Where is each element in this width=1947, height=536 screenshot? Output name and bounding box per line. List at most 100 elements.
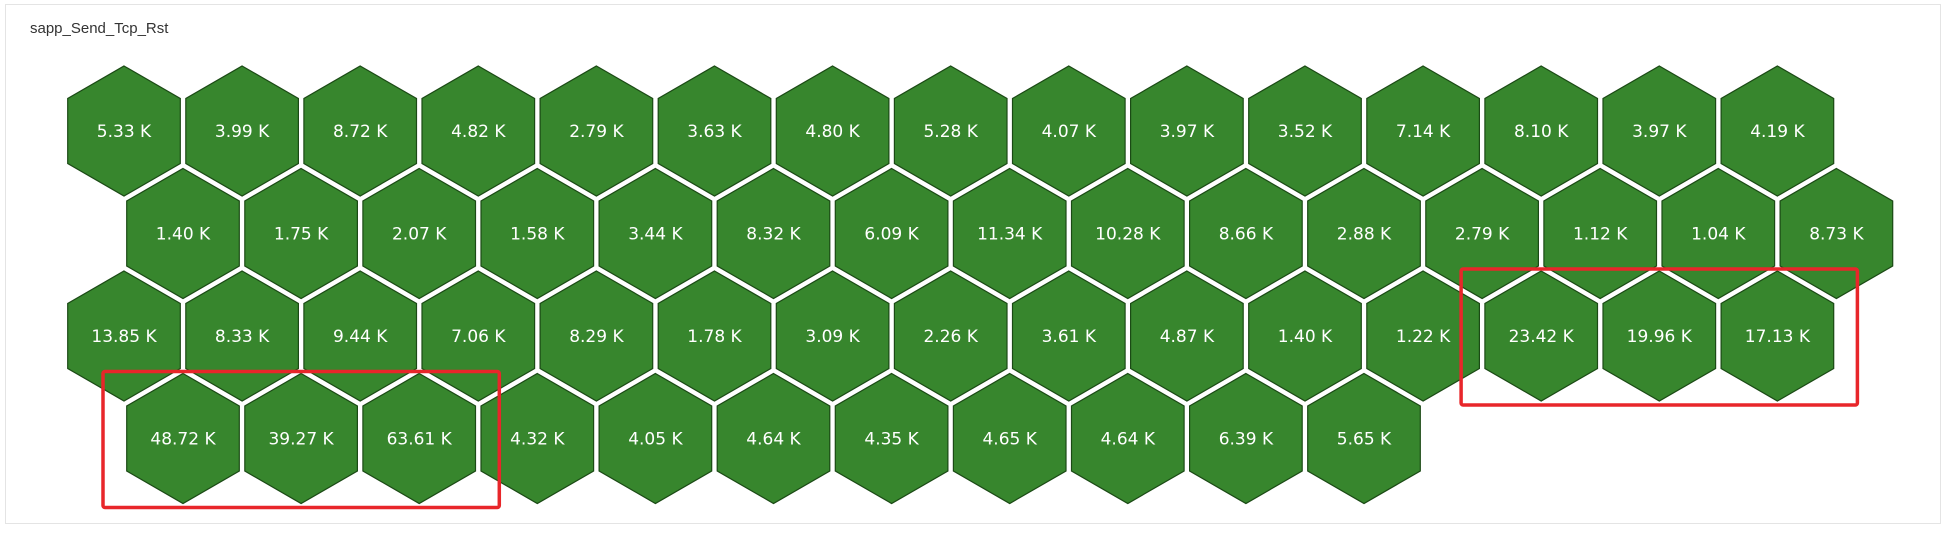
hex-cell[interactable]: 8.73 K	[1779, 167, 1894, 300]
hex-shape[interactable]	[480, 372, 595, 505]
hex-shape[interactable]	[775, 65, 890, 197]
hex-shape[interactable]	[1248, 270, 1362, 402]
hex-shape[interactable]	[1307, 167, 1421, 300]
hex-shape[interactable]	[421, 65, 536, 197]
hex-cell[interactable]: 3.63 K	[657, 65, 772, 197]
hex-shape[interactable]	[539, 270, 654, 402]
hex-cell[interactable]: 2.88 K	[1307, 167, 1421, 300]
hex-cell[interactable]: 8.72 K	[303, 65, 418, 197]
hex-cell[interactable]: 8.10 K	[1484, 65, 1599, 197]
hex-cell[interactable]: 3.97 K	[1602, 65, 1717, 197]
hex-shape[interactable]	[126, 372, 240, 505]
hex-shape[interactable]	[1661, 167, 1776, 300]
hex-shape[interactable]	[1188, 372, 1303, 505]
hex-cell[interactable]: 2.79 K	[539, 65, 654, 197]
hex-shape[interactable]	[1070, 167, 1185, 300]
hex-cell[interactable]: 5.28 K	[893, 65, 1008, 197]
hex-cell[interactable]: 3.52 K	[1248, 65, 1362, 197]
hex-shape[interactable]	[1070, 372, 1185, 505]
hex-cell[interactable]: 4.82 K	[421, 65, 536, 197]
hex-shape[interactable]	[893, 270, 1008, 402]
hex-cell[interactable]: 23.42 K	[1484, 270, 1599, 402]
hex-cell[interactable]: 10.28 K	[1070, 167, 1185, 300]
hex-cell[interactable]: 63.61 K	[362, 372, 477, 505]
hex-cell[interactable]: 4.19 K	[1720, 65, 1835, 197]
hex-shape[interactable]	[303, 270, 418, 402]
hex-cell[interactable]: 6.39 K	[1188, 372, 1303, 505]
hex-shape[interactable]	[893, 65, 1008, 197]
hex-shape[interactable]	[1366, 65, 1481, 197]
hex-shape[interactable]	[952, 167, 1067, 300]
hex-cell[interactable]: 8.29 K	[539, 270, 654, 402]
hex-shape[interactable]	[1484, 65, 1599, 197]
hex-cell[interactable]: 1.75 K	[244, 167, 358, 300]
hex-cell[interactable]: 8.33 K	[185, 270, 299, 402]
hex-shape[interactable]	[657, 270, 772, 402]
hex-cell[interactable]: 4.07 K	[1011, 65, 1126, 197]
hex-shape[interactable]	[598, 372, 713, 505]
hex-shape[interactable]	[834, 167, 949, 300]
hex-cell[interactable]: 4.64 K	[1070, 372, 1185, 505]
hex-cell[interactable]: 9.44 K	[303, 270, 418, 402]
hex-shape[interactable]	[362, 167, 477, 300]
hex-cell[interactable]: 4.32 K	[480, 372, 595, 505]
hex-shape[interactable]	[1602, 270, 1717, 402]
hex-shape[interactable]	[834, 372, 949, 505]
hex-shape[interactable]	[1720, 65, 1835, 197]
hex-cell[interactable]: 19.96 K	[1602, 270, 1717, 402]
hex-cell[interactable]: 3.97 K	[1129, 65, 1244, 197]
hex-shape[interactable]	[716, 372, 831, 505]
hex-shape[interactable]	[1307, 372, 1421, 505]
hex-shape[interactable]	[67, 270, 181, 402]
hex-shape[interactable]	[185, 270, 299, 402]
hex-cell[interactable]: 2.26 K	[893, 270, 1008, 402]
hex-cell[interactable]: 4.65 K	[952, 372, 1067, 505]
hex-cell[interactable]: 11.34 K	[952, 167, 1067, 300]
hex-cell[interactable]: 4.05 K	[598, 372, 713, 505]
hex-shape[interactable]	[185, 65, 299, 197]
hex-shape[interactable]	[1543, 167, 1658, 300]
hex-shape[interactable]	[1129, 65, 1244, 197]
hex-cell[interactable]: 8.32 K	[716, 167, 831, 300]
hex-cell[interactable]: 7.06 K	[421, 270, 536, 402]
hex-shape[interactable]	[716, 167, 831, 300]
hex-cell[interactable]: 1.04 K	[1661, 167, 1776, 300]
hex-shape[interactable]	[657, 65, 772, 197]
hex-cell[interactable]: 4.35 K	[834, 372, 949, 505]
hex-cell[interactable]: 3.09 K	[775, 270, 890, 402]
hex-shape[interactable]	[362, 372, 477, 505]
hex-cell[interactable]: 4.80 K	[775, 65, 890, 197]
hex-shape[interactable]	[1129, 270, 1244, 402]
hex-cell[interactable]: 8.66 K	[1188, 167, 1303, 300]
hex-shape[interactable]	[1011, 65, 1126, 197]
hex-cell[interactable]: 39.27 K	[244, 372, 358, 505]
hex-shape[interactable]	[1779, 167, 1894, 300]
hex-cell[interactable]: 1.40 K	[126, 167, 240, 300]
hex-cell[interactable]: 2.79 K	[1425, 167, 1540, 300]
hex-shape[interactable]	[775, 270, 890, 402]
hex-shape[interactable]	[1484, 270, 1599, 402]
hex-cell[interactable]: 13.85 K	[67, 270, 181, 402]
hex-shape[interactable]	[244, 372, 358, 505]
hex-cell[interactable]: 1.12 K	[1543, 167, 1658, 300]
hex-cell[interactable]: 7.14 K	[1366, 65, 1481, 197]
hex-cell[interactable]: 1.40 K	[1248, 270, 1362, 402]
hex-cell[interactable]: 2.07 K	[362, 167, 477, 300]
hex-shape[interactable]	[244, 167, 358, 300]
hex-shape[interactable]	[1602, 65, 1717, 197]
hex-shape[interactable]	[1720, 270, 1835, 402]
hex-cell[interactable]: 1.58 K	[480, 167, 595, 300]
hex-shape[interactable]	[1188, 167, 1303, 300]
hex-cell[interactable]: 4.87 K	[1129, 270, 1244, 402]
hex-cell[interactable]: 4.64 K	[716, 372, 831, 505]
hex-shape[interactable]	[126, 167, 240, 300]
hex-cell[interactable]: 6.09 K	[834, 167, 949, 300]
hex-shape[interactable]	[421, 270, 536, 402]
hex-cell[interactable]: 1.22 K	[1366, 270, 1481, 402]
hex-cell[interactable]: 3.99 K	[185, 65, 299, 197]
hex-cell[interactable]: 17.13 K	[1720, 270, 1835, 402]
hex-cell[interactable]: 5.65 K	[1307, 372, 1421, 505]
hex-shape[interactable]	[480, 167, 595, 300]
hex-cell[interactable]: 48.72 K	[126, 372, 240, 505]
hex-cell[interactable]: 3.61 K	[1011, 270, 1126, 402]
